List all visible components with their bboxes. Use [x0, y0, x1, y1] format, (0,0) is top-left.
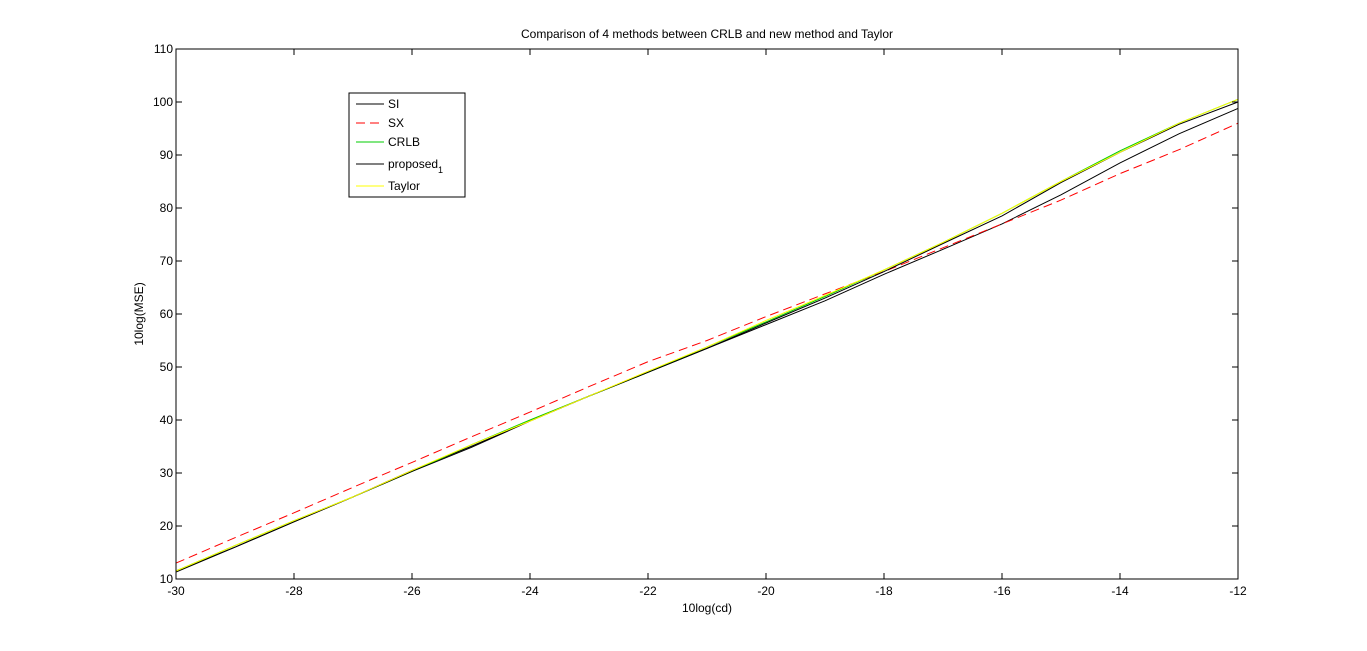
y-tick-label: 20	[160, 519, 174, 533]
x-tick-label: -16	[993, 584, 1011, 598]
legend-label: Taylor	[388, 179, 420, 193]
x-tick-label: -24	[521, 584, 539, 598]
x-tick-label: -20	[757, 584, 775, 598]
x-tick-label: -18	[875, 584, 893, 598]
legend-entry: SX	[356, 116, 404, 130]
legend-label-text: CRLB	[388, 135, 420, 149]
y-tick-label: 40	[160, 413, 174, 427]
series-line-taylor	[175, 98, 1239, 572]
legend-label-subscript: 1	[438, 165, 443, 175]
y-tick-label: 90	[160, 148, 174, 162]
y-tick-label: 10	[160, 572, 174, 586]
y-tick-label: 80	[160, 201, 174, 215]
legend-label-text: proposed	[388, 157, 438, 171]
y-tick-label: 70	[160, 254, 174, 268]
legend-label-text: SI	[388, 97, 399, 111]
series-line-sx	[175, 122, 1239, 564]
x-axis-label: 10log(cd)	[682, 601, 732, 615]
legend-entry: CRLB	[356, 135, 420, 149]
x-tick-label: -12	[1229, 584, 1247, 598]
legend-label-text: SX	[388, 116, 404, 130]
y-tick-label: 100	[153, 95, 173, 109]
plot-area	[176, 49, 1238, 579]
legend-entry: Taylor	[356, 179, 420, 193]
y-tick-label: 60	[160, 307, 174, 321]
legend: SI SX CRLB proposed1 Taylor	[348, 92, 466, 198]
legend-entry: proposed1	[356, 157, 443, 175]
legend-label: CRLB	[388, 135, 420, 149]
legend-label-text: Taylor	[388, 179, 420, 193]
x-tick-label: -26	[403, 584, 421, 598]
legend-entry: SI	[356, 97, 399, 111]
legend-label: SI	[388, 97, 399, 111]
legend-box	[348, 92, 466, 198]
y-tick-label: 110	[154, 42, 173, 56]
x-tick-label: -30	[167, 584, 185, 598]
x-tick-label: -22	[639, 584, 657, 598]
series-layer	[175, 98, 1239, 573]
legend-label: SX	[388, 116, 404, 130]
y-tick-label: 50	[160, 360, 174, 374]
legend-label: proposed1	[388, 157, 443, 175]
y-axis-label: 10log(MSE)	[132, 282, 146, 345]
legend-entries: SI SX CRLB proposed1 Taylor	[356, 97, 443, 193]
chart-title: Comparison of 4 methods between CRLB and…	[521, 27, 893, 41]
tick-layer: -30 -28 -26 -24 -22 -20 -18 -16 -14 -12 10 20 30 40 50…	[153, 42, 1247, 598]
x-tick-label: -14	[1111, 584, 1129, 598]
x-tick-label: -28	[285, 584, 303, 598]
y-tick-label: 30	[160, 466, 174, 480]
